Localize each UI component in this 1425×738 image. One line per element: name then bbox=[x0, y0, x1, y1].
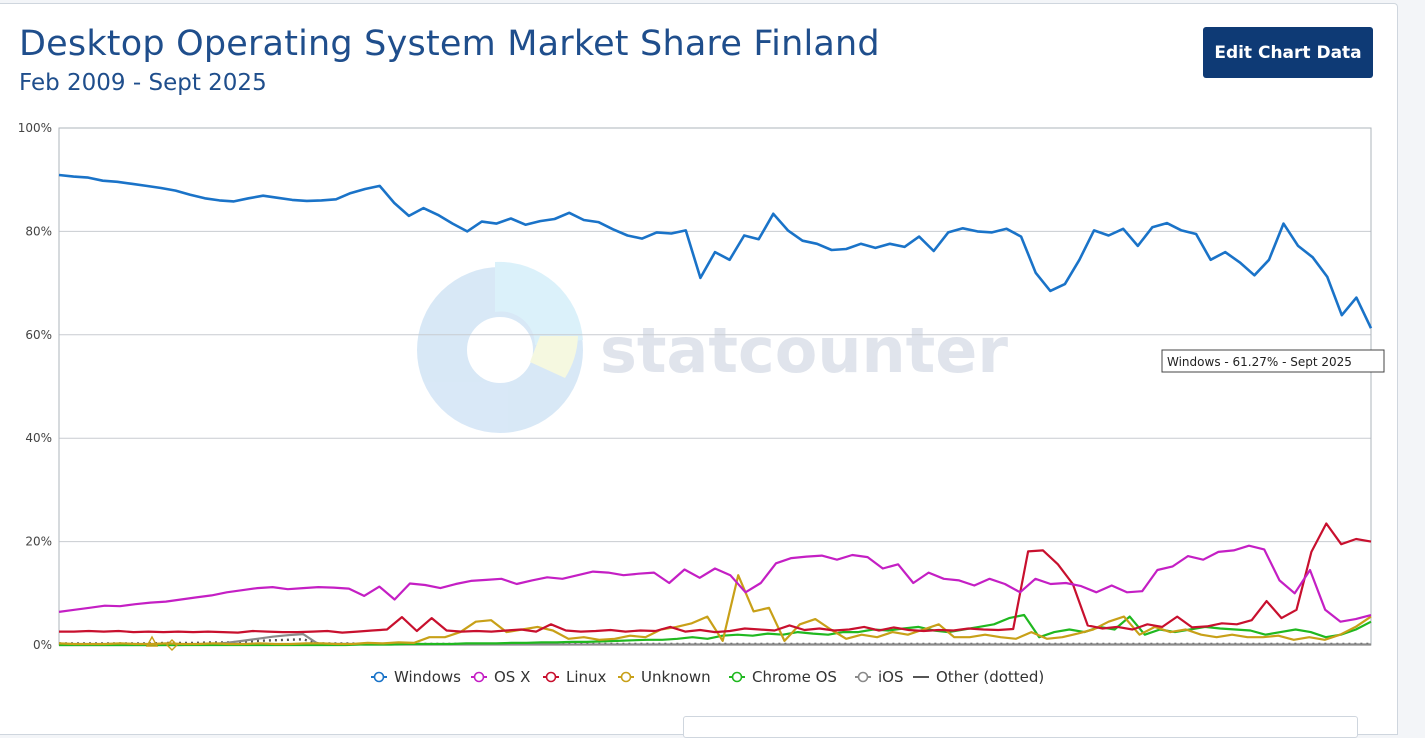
legend-item-os-x[interactable]: OS X bbox=[471, 668, 530, 686]
y-tick-label: 40% bbox=[25, 431, 52, 445]
legend-label: Chrome OS bbox=[752, 668, 837, 686]
legend-marker-icon bbox=[731, 671, 743, 683]
legend-marker-icon bbox=[545, 671, 557, 683]
legend-label: iOS bbox=[878, 668, 904, 686]
ios-series-line bbox=[59, 632, 1371, 647]
linux-series-line bbox=[59, 522, 1372, 634]
legend-label: OS X bbox=[494, 668, 530, 686]
statcounter-watermark: statcounter bbox=[417, 261, 1008, 433]
os-x-series-line bbox=[58, 544, 1372, 623]
legend-item-linux[interactable]: Linux bbox=[543, 668, 607, 686]
line-chart: statcounter 0% 20% 40% 60% 80% 100% Windows -… bbox=[18, 121, 1385, 686]
watermark-segment-right bbox=[530, 336, 578, 378]
watermark-segment-top bbox=[495, 261, 583, 345]
y-tick-label: 20% bbox=[25, 535, 52, 549]
unknown-marker bbox=[166, 639, 178, 651]
unknown-series-line bbox=[58, 574, 1372, 646]
watermark-text: statcounter bbox=[600, 314, 1008, 387]
date-range-subtitle: Feb 2009 - Sept 2025 bbox=[19, 70, 267, 96]
legend-label: Other (dotted) bbox=[936, 668, 1044, 686]
edit-chart-data-button[interactable]: Edit Chart Data bbox=[1203, 27, 1373, 78]
legend-marker-icon bbox=[473, 671, 485, 683]
windows-series-line bbox=[58, 173, 1373, 329]
chart-legend: Windows OS X Linux Unknown Chrome OS iOS Other… bbox=[371, 668, 1044, 686]
lower-panel bbox=[683, 716, 1358, 738]
legend-marker-icon bbox=[373, 671, 385, 683]
tooltip-box bbox=[1161, 349, 1385, 373]
y-tick-label: 80% bbox=[25, 224, 52, 238]
legend-label: Unknown bbox=[641, 668, 711, 686]
tooltip-text: Windows - 61.27% - Sept 2025 bbox=[1167, 355, 1352, 369]
legend-item-chrome-os[interactable]: Chrome OS bbox=[729, 668, 837, 686]
legend-item-unknown[interactable]: Unknown bbox=[618, 668, 711, 686]
y-tick-label: 0% bbox=[33, 638, 52, 652]
series-lines bbox=[58, 173, 1373, 647]
unknown-marker bbox=[145, 635, 159, 647]
chart-grid bbox=[59, 230, 1371, 543]
y-tick-label: 100% bbox=[18, 121, 52, 135]
y-tick-label: 60% bbox=[25, 328, 52, 342]
legend-marker-icon bbox=[620, 671, 632, 683]
legend-item-windows[interactable]: Windows bbox=[371, 668, 461, 686]
legend-label: Linux bbox=[566, 668, 607, 686]
unknown-markers bbox=[145, 635, 178, 651]
hover-tooltip: Windows - 61.27% - Sept 2025 bbox=[1161, 349, 1385, 373]
legend-label: Windows bbox=[394, 668, 461, 686]
legend-item-ios[interactable]: iOS bbox=[855, 668, 904, 686]
legend-marker-icon bbox=[857, 671, 869, 683]
legend-item-other-dotted[interactable]: Other (dotted) bbox=[913, 668, 1044, 686]
y-axis-ticks: 0% 20% 40% 60% 80% 100% bbox=[18, 121, 52, 652]
page-title: Desktop Operating System Market Share Fi… bbox=[19, 24, 880, 64]
